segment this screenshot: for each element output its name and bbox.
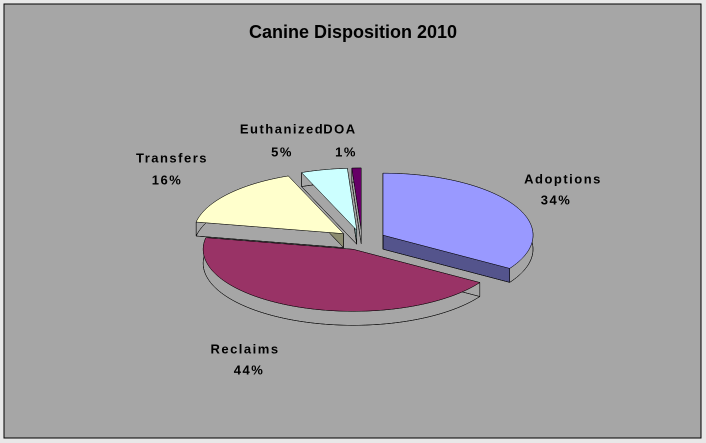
slice <box>382 172 534 269</box>
slice-label: Adoptions <box>524 171 602 186</box>
slice-value-label: 1% <box>335 144 357 159</box>
slice-value-label: 5% <box>271 144 293 159</box>
slice-value-label: 34% <box>541 192 572 207</box>
pie <box>195 167 534 326</box>
chart-title: Canine Disposition 2010 <box>249 22 457 42</box>
slice-label: DOA <box>323 121 356 136</box>
slice-label: Euthanized <box>240 121 324 136</box>
slice <box>195 175 345 234</box>
slice-value-label: 44% <box>234 362 265 377</box>
slice-label: Transfers <box>136 150 208 165</box>
slice <box>202 237 481 312</box>
slice-value-label: 16% <box>152 172 183 187</box>
slice <box>301 168 358 231</box>
slice-label: Reclaims <box>210 341 279 356</box>
slice <box>351 167 362 231</box>
